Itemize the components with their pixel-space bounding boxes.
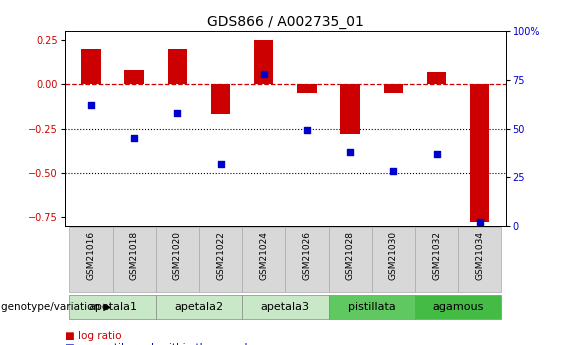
FancyBboxPatch shape: [372, 227, 415, 292]
Point: [302, 128, 311, 133]
Bar: [168, 49, 187, 84]
Bar: [470, 84, 489, 223]
Text: genotype/variation ▶: genotype/variation ▶: [1, 302, 111, 312]
Point: [216, 161, 225, 166]
Text: ■ log ratio: ■ log ratio: [65, 332, 121, 341]
Bar: [384, 84, 403, 93]
FancyBboxPatch shape: [156, 227, 199, 292]
Bar: [124, 70, 144, 84]
FancyBboxPatch shape: [242, 295, 328, 319]
Text: apetala1: apetala1: [88, 302, 137, 312]
Bar: [81, 49, 101, 84]
FancyBboxPatch shape: [415, 295, 501, 319]
Text: agamous: agamous: [432, 302, 484, 312]
Text: GSM21018: GSM21018: [129, 231, 138, 280]
Bar: [340, 84, 360, 134]
Text: GSM21028: GSM21028: [346, 231, 355, 280]
Text: GSM21016: GSM21016: [86, 231, 95, 280]
FancyBboxPatch shape: [112, 227, 156, 292]
Point: [432, 151, 441, 157]
FancyBboxPatch shape: [69, 227, 112, 292]
FancyBboxPatch shape: [285, 227, 328, 292]
FancyBboxPatch shape: [328, 295, 415, 319]
Text: GSM21030: GSM21030: [389, 231, 398, 280]
Text: pistillata: pistillata: [348, 302, 396, 312]
Point: [259, 71, 268, 77]
Point: [86, 102, 95, 108]
Bar: [211, 84, 231, 114]
Text: GSM21026: GSM21026: [302, 231, 311, 280]
Text: ■ percentile rank within the sample: ■ percentile rank within the sample: [65, 344, 254, 345]
FancyBboxPatch shape: [415, 227, 458, 292]
Point: [129, 136, 138, 141]
FancyBboxPatch shape: [199, 227, 242, 292]
FancyBboxPatch shape: [156, 295, 242, 319]
Text: apetala3: apetala3: [261, 302, 310, 312]
Text: GSM21032: GSM21032: [432, 231, 441, 280]
Text: GSM21034: GSM21034: [475, 231, 484, 280]
Text: GSM21020: GSM21020: [173, 231, 182, 280]
Title: GDS866 / A002735_01: GDS866 / A002735_01: [207, 14, 364, 29]
FancyBboxPatch shape: [458, 227, 501, 292]
Text: GSM21022: GSM21022: [216, 231, 225, 280]
FancyBboxPatch shape: [69, 295, 156, 319]
Point: [475, 219, 484, 225]
FancyBboxPatch shape: [242, 227, 285, 292]
Point: [173, 110, 182, 116]
Point: [346, 149, 355, 155]
Bar: [254, 40, 273, 84]
Point: [389, 169, 398, 174]
Text: apetala2: apetala2: [175, 302, 224, 312]
Bar: [427, 72, 446, 84]
Text: GSM21024: GSM21024: [259, 231, 268, 280]
FancyBboxPatch shape: [328, 227, 372, 292]
Bar: [297, 84, 316, 93]
